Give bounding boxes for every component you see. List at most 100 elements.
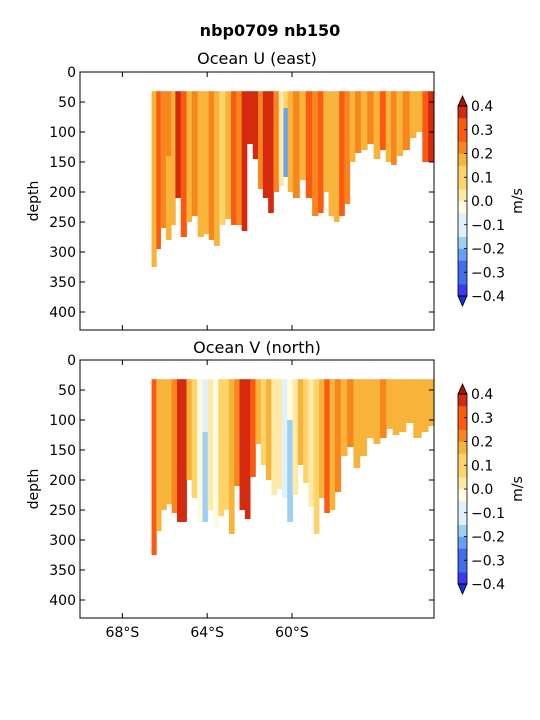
panel-1: Ocean U (east) 0 50 100 150 200 250 300 350 400 de… (26, 49, 526, 331)
heatmap-cell (151, 207, 157, 267)
heatmap-cell (207, 379, 214, 510)
heatmap-cell (287, 379, 293, 420)
colorbar-label: m/s (510, 188, 526, 214)
heatmap-cell (197, 91, 204, 237)
colorbar-label: m/s (510, 476, 526, 502)
heatmap-cell (191, 379, 198, 498)
heatmap-cell (355, 91, 362, 153)
heatmap-cell (293, 91, 300, 198)
colorbar-segment (458, 177, 467, 190)
heatmap-cells (151, 91, 434, 267)
heatmap-cell (367, 91, 374, 144)
heatmap-cell (165, 91, 172, 156)
heatmap-cell (359, 379, 368, 456)
heatmap-cell (252, 91, 259, 159)
heatmap-cell (413, 379, 422, 438)
heatmap-cell (305, 91, 313, 198)
heatmap-cell (231, 91, 237, 225)
heatmap-cell (218, 379, 225, 516)
colorbar-tick-label: 0.3 (471, 411, 493, 427)
heatmap-cell (219, 91, 226, 225)
colorbar-tick-label: 0.0 (471, 194, 493, 210)
heatmap-cell (160, 91, 167, 228)
x-tick-label: 68°S (106, 625, 140, 641)
heatmap-cell (236, 91, 243, 225)
colorbar-extend-max (457, 95, 468, 107)
heatmap-cell (391, 91, 397, 165)
colorbar-segment (458, 524, 467, 537)
colorbar-tick-label: 0.3 (471, 123, 493, 139)
colorbar-segment (458, 441, 467, 454)
heatmap-cell (171, 91, 176, 225)
heatmap-cell (213, 379, 219, 528)
colorbar-segment (458, 477, 467, 490)
heatmap-cell (246, 91, 254, 144)
heatmap-cell (409, 91, 417, 138)
heatmap-cell (349, 91, 356, 162)
heatmap-cell (234, 379, 240, 486)
y-tick-label: 200 (49, 185, 76, 201)
heatmap-cell (273, 91, 280, 192)
heatmap-cell (373, 379, 381, 444)
heatmap-cell (324, 379, 330, 513)
colorbar-segment (458, 500, 467, 514)
y-tick-label: 400 (49, 305, 76, 321)
colorbar-segment (458, 141, 467, 154)
heatmap-cell (319, 379, 325, 498)
colorbar: 0.4 0.3 0.2 0.1 0.0 −0.1 −0.2 −0.3 −0.4 m/s (457, 95, 526, 307)
heatmap-cell (303, 379, 309, 483)
heatmap-cell (250, 379, 256, 477)
heatmap-cell (313, 379, 320, 534)
heatmap-cell (287, 91, 294, 192)
heatmap-cell (244, 379, 251, 519)
heatmap-cell (339, 91, 345, 216)
colorbar-tick-label: −0.2 (471, 530, 505, 546)
colorbar-segment (458, 536, 467, 549)
heatmap-cell (271, 379, 278, 495)
heatmap-cell (323, 91, 329, 192)
y-tick-label: 350 (49, 563, 76, 579)
heatmap-cell (334, 379, 342, 492)
y-tick-label: 300 (49, 245, 76, 261)
colorbar-segment (458, 248, 467, 261)
heatmap-cell (402, 91, 411, 150)
panel-2: Ocean V (north) 0 50 100 150 200 250 300 350 400 6… (26, 338, 526, 641)
heatmap-cell (214, 91, 220, 246)
colorbar-extend-max (457, 383, 468, 395)
heatmap-cell (283, 108, 289, 177)
heatmap-cell (379, 379, 387, 438)
heatmap-cell (329, 379, 336, 510)
colorbar-tick-label: 0.4 (471, 99, 493, 115)
y-tick-label: 100 (49, 413, 76, 429)
colorbar-segment (458, 572, 467, 585)
heatmap-cell (379, 91, 387, 150)
heatmap-cell (181, 379, 187, 522)
heatmap-cell (268, 91, 274, 138)
y-tick-label: 50 (58, 383, 76, 399)
colorbar-segment (458, 560, 467, 573)
colorbar-tick-label: −0.3 (471, 265, 505, 281)
heatmap-cell (328, 91, 335, 216)
colorbar-segment (458, 548, 467, 561)
heatmap-cell (175, 91, 182, 198)
colorbar-tick-label: 0.2 (471, 147, 493, 163)
heatmap-cell (386, 379, 394, 429)
y-tick-label: 300 (49, 533, 76, 549)
heatmap-cell (428, 379, 434, 426)
heatmap-cell (262, 91, 269, 198)
heatmap-cell (396, 91, 404, 156)
colorbar-segment (458, 153, 467, 166)
heatmap-cell (191, 91, 199, 216)
colorbar-segment (458, 284, 467, 297)
heatmap-cell (228, 379, 235, 534)
colorbar-segment (458, 106, 467, 119)
y-tick-label: 400 (49, 593, 76, 609)
colorbar-segment (458, 212, 467, 226)
heatmap-cell (255, 379, 262, 444)
panels: Ocean U (east) 0 50 100 150 200 250 300 350 400 de… (26, 49, 526, 641)
heatmap-cell (405, 379, 414, 423)
heatmap-cell (428, 91, 434, 162)
heatmap-cell (258, 91, 264, 189)
colorbar-tick-label: −0.1 (471, 506, 505, 522)
